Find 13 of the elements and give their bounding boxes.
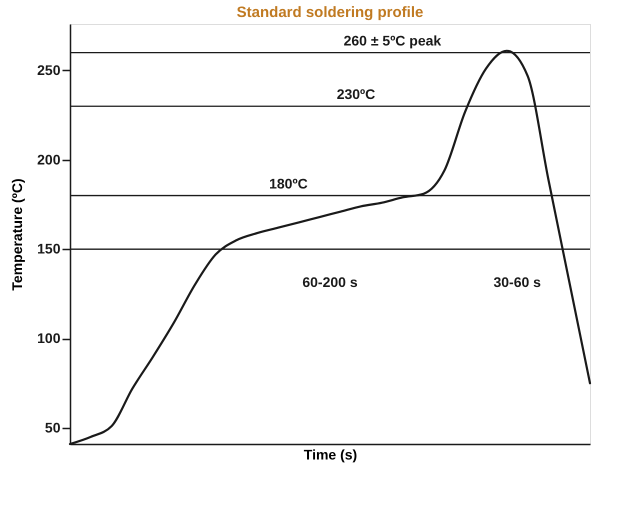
y-tick-label: 250 [37, 62, 61, 78]
chart-title: Standard soldering profile [236, 4, 424, 21]
y-tick-label: 50 [44, 419, 61, 436]
x-axis-title: Time (s) [304, 446, 358, 462]
annotation: 60-200 s [302, 274, 358, 290]
ref-line-label: 260 ± 5ºC peak [344, 32, 442, 49]
y-tick-label: 200 [37, 151, 61, 168]
y-tick-label: 150 [37, 240, 61, 257]
ref-line-label: 180ºC [269, 176, 308, 192]
y-axis-title: Temperature (ºC) [9, 178, 26, 291]
ref-line-label: 230ºC [336, 86, 376, 102]
y-tick-label: 100 [37, 330, 61, 346]
annotation: 30-60 s [493, 274, 542, 290]
